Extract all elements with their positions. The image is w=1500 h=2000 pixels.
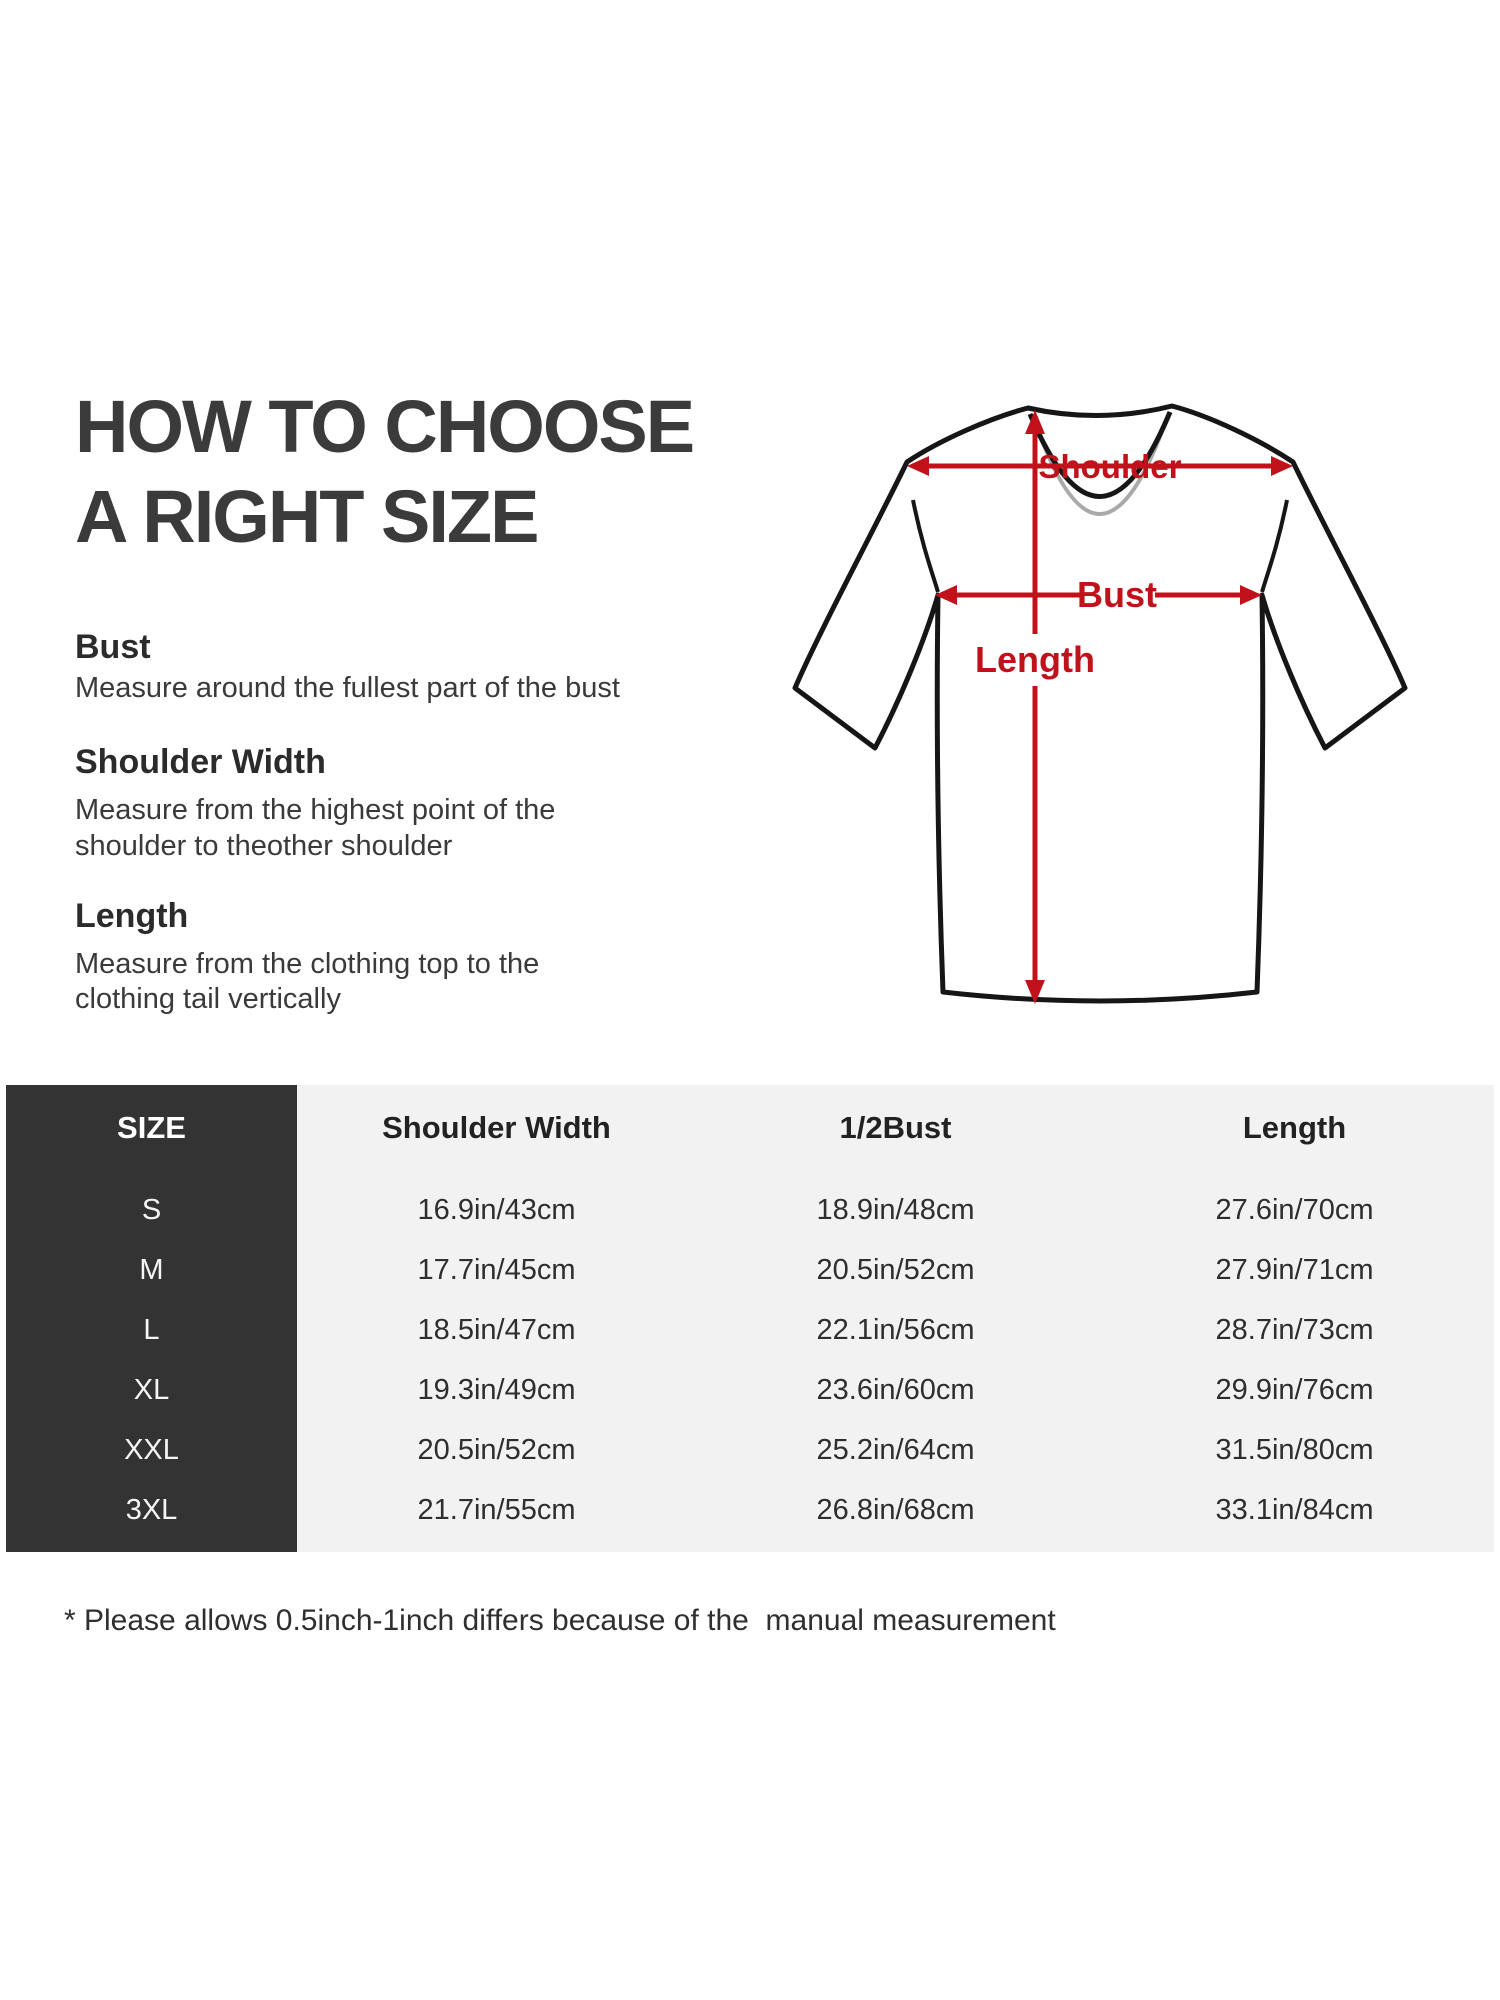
length-cell: 27.9in/71cm	[1215, 1253, 1374, 1286]
section-text-shoulder-1: Measure from the highest point of the	[75, 794, 556, 826]
section-heading-bust: Bust	[75, 628, 151, 666]
table-row-l: L 18.5in/47cm 22.1in/56cm 28.7in/73cm	[6, 1300, 1494, 1360]
bust-cell: 23.6in/60cm	[816, 1373, 975, 1406]
table-row-3xl: 3XL 21.7in/55cm 26.8in/68cm 33.1in/84cm	[6, 1480, 1494, 1540]
size-label: S	[141, 1193, 162, 1226]
measurement-disclaimer: * Please allows 0.5inch-1inch differs be…	[64, 1604, 1056, 1637]
length-cell: 29.9in/76cm	[1215, 1373, 1374, 1406]
section-text-length-2: clothing tail vertically	[75, 983, 341, 1015]
right-armhole-seam	[1260, 499, 1289, 593]
section-text-length-1: Measure from the clothing top to the	[75, 948, 540, 980]
left-armhole-seam	[911, 499, 940, 593]
table-row-s: S 16.9in/43cm 18.9in/48cm 27.6in/70cm	[6, 1180, 1494, 1240]
size-label: XL	[133, 1373, 170, 1406]
column-header-bust: 1/2Bust	[839, 1110, 952, 1145]
section-heading-shoulder: Shoulder Width	[75, 743, 326, 781]
column-header-length: Length	[1242, 1110, 1347, 1145]
shoulder-cell: 17.7in/45cm	[417, 1253, 576, 1286]
shoulder-cell: 21.7in/55cm	[417, 1493, 576, 1526]
page-title: HOW TO CHOOSE A RIGHT SIZE	[75, 382, 695, 562]
size-label: 3XL	[125, 1493, 178, 1526]
page-title-line1: HOW TO CHOOSE	[75, 385, 695, 468]
column-header-size: SIZE	[117, 1110, 186, 1145]
length-arrow	[1025, 410, 1045, 1004]
size-label: L	[143, 1313, 160, 1346]
section-text-bust: Measure around the fullest part of the b…	[75, 672, 620, 704]
shoulder-arrow-label: Shoulder	[1038, 448, 1181, 485]
shoulder-cell: 20.5in/52cm	[417, 1433, 576, 1466]
bust-cell: 25.2in/64cm	[816, 1433, 975, 1466]
shoulder-cell: 18.5in/47cm	[417, 1313, 576, 1346]
tshirt-outline	[792, 403, 1408, 1004]
table-row-xxl: XXL 20.5in/52cm 25.2in/64cm 31.5in/80cm	[6, 1420, 1494, 1480]
table-row-m: M 17.7in/45cm 20.5in/52cm 27.9in/71cm	[6, 1240, 1494, 1300]
bust-cell: 20.5in/52cm	[816, 1253, 975, 1286]
section-text-shoulder-2: shoulder to theother shoulder	[75, 830, 453, 862]
length-cell: 33.1in/84cm	[1215, 1493, 1374, 1526]
size-label: M	[139, 1253, 164, 1286]
section-heading-length: Length	[75, 897, 189, 935]
shoulder-arrow	[907, 456, 1293, 476]
column-header-shoulder: Shoulder Width	[382, 1110, 611, 1145]
length-cell: 27.6in/70cm	[1215, 1193, 1374, 1226]
size-table-rows: S 16.9in/43cm 18.9in/48cm 27.6in/70cm M …	[6, 1180, 1494, 1540]
bust-cell: 26.8in/68cm	[816, 1493, 975, 1526]
bust-cell: 22.1in/56cm	[816, 1313, 975, 1346]
shoulder-cell: 16.9in/43cm	[417, 1193, 576, 1226]
table-row-xl: XL 19.3in/49cm 23.6in/60cm 29.9in/76cm	[6, 1360, 1494, 1420]
bust-arrow-label: Bust	[1077, 574, 1157, 615]
page-title-line2: A RIGHT SIZE	[75, 475, 540, 558]
length-cell: 31.5in/80cm	[1215, 1433, 1374, 1466]
collar-front-line	[1027, 411, 1173, 499]
tshirt-measurement-diagram: Shoulder Bust Length	[792, 403, 1408, 1004]
bust-arrow	[935, 585, 1262, 605]
size-table-dark-column	[6, 1085, 297, 1552]
bust-cell: 18.9in/48cm	[816, 1193, 975, 1226]
length-cell: 28.7in/73cm	[1215, 1313, 1374, 1346]
size-label: XXL	[124, 1433, 179, 1466]
shoulder-cell: 19.3in/49cm	[417, 1373, 576, 1406]
size-table-header-row: SIZE Shoulder Width 1/2Bust Length	[6, 1085, 1494, 1171]
length-arrow-label: Length	[975, 639, 1095, 680]
size-table: SIZE Shoulder Width 1/2Bust Length S 16.…	[6, 1085, 1494, 1552]
